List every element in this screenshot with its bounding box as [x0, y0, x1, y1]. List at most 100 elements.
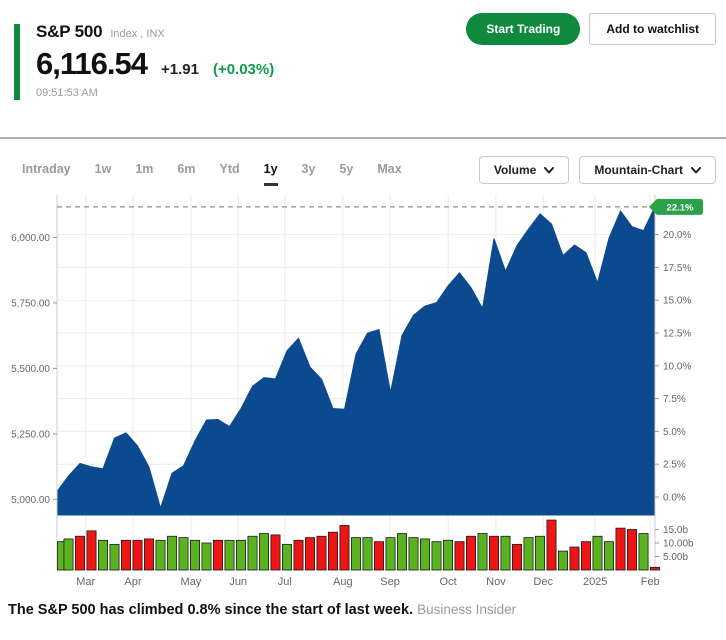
volume-bar[interactable]	[178, 537, 189, 571]
tab-1m[interactable]: 1m	[135, 162, 154, 176]
volume-bar[interactable]	[316, 535, 327, 571]
volume-bar[interactable]	[558, 550, 569, 571]
volume-bar[interactable]	[339, 525, 350, 571]
volume-bar[interactable]	[488, 535, 499, 571]
caption-source: Business Insider	[417, 602, 517, 617]
volume-bar[interactable]	[615, 527, 626, 571]
chart-type-dropdown[interactable]: Mountain-Chart	[579, 156, 716, 184]
month-label: Mar	[76, 576, 95, 588]
price-axis-label: 6,000.00	[11, 233, 50, 244]
volume-bar[interactable]	[535, 535, 546, 571]
volume-bar[interactable]	[270, 534, 281, 571]
price-chart-svg[interactable]: 6,000.00 5,750.00 5,500.00 5,250.00 5,000.00…	[0, 188, 726, 592]
price-value: 6,116.54	[36, 46, 148, 81]
percent-axis-label: 0.0%	[663, 493, 686, 504]
volume-bar[interactable]	[581, 541, 592, 571]
volume-bar[interactable]	[247, 535, 258, 571]
volume-bar[interactable]	[293, 539, 304, 571]
volume-axis-label: 15.0b	[663, 525, 688, 536]
volume-bar[interactable]	[638, 533, 649, 571]
chevron-down-icon	[544, 166, 555, 173]
volume-bar[interactable]	[121, 539, 132, 571]
instrument-title: S&P 500	[36, 22, 103, 41]
add-to-watchlist-button[interactable]: Add to watchlist	[589, 13, 716, 45]
volume-bar[interactable]	[212, 539, 223, 571]
volume-bar[interactable]	[143, 538, 154, 571]
volume-bar[interactable]	[132, 539, 143, 571]
volume-bar[interactable]	[258, 533, 269, 571]
accent-bar	[14, 24, 20, 100]
volume-bar[interactable]	[327, 531, 338, 571]
volume-bar[interactable]	[569, 546, 580, 571]
volume-bar[interactable]	[604, 541, 615, 571]
volume-bar[interactable]	[627, 529, 638, 571]
volume-bar[interactable]	[419, 538, 430, 571]
volume-bar[interactable]	[201, 542, 212, 571]
volume-bar[interactable]	[477, 533, 488, 571]
percent-axis-label: 7.5%	[663, 394, 686, 405]
volume-bar[interactable]	[281, 543, 292, 571]
tab-1w[interactable]: 1w	[94, 162, 112, 176]
month-label: Sep	[380, 576, 400, 588]
month-label: Apr	[124, 576, 141, 588]
volume-bar[interactable]	[189, 539, 200, 571]
volume-dropdown[interactable]: Volume	[478, 156, 570, 184]
volume-bar[interactable]	[385, 537, 396, 571]
start-trading-button[interactable]: Start Trading	[466, 13, 581, 45]
volume-bar[interactable]	[166, 535, 177, 571]
volume-bar[interactable]	[63, 538, 74, 571]
volume-bar[interactable]	[454, 541, 465, 571]
volume-bar[interactable]	[155, 539, 166, 571]
volume-bar[interactable]	[224, 539, 235, 571]
caption: The S&P 500 has climbed 0.8% since the s…	[8, 602, 718, 618]
volume-bar[interactable]	[373, 541, 384, 571]
volume-bar[interactable]	[86, 530, 97, 571]
volume-bar[interactable]	[75, 535, 86, 571]
volume-bar[interactable]	[465, 535, 476, 571]
percent-axis-label: 20.0%	[663, 230, 691, 241]
volume-bar[interactable]	[109, 543, 120, 571]
tab-3y[interactable]: 3y	[301, 162, 316, 176]
tab-ytd[interactable]: Ytd	[219, 162, 240, 176]
volume-bar[interactable]	[592, 535, 603, 571]
tab-intraday[interactable]: Intraday	[22, 162, 71, 176]
chevron-down-icon	[691, 166, 701, 173]
tab-1y[interactable]: 1y	[263, 162, 278, 186]
tab-6m[interactable]: 6m	[177, 162, 196, 176]
volume-bar[interactable]	[431, 541, 442, 571]
volume-bar[interactable]	[396, 533, 407, 571]
chart-toolbar: Intraday 1w 1m 6m Ytd 1y 3y 5y Max Volum…	[0, 156, 726, 192]
volume-bar[interactable]	[512, 543, 523, 571]
volume-bar[interactable]	[362, 537, 373, 571]
month-label: Nov	[486, 576, 506, 588]
percent-axis-label: 17.5%	[663, 263, 691, 274]
percent-axis-label: 2.5%	[663, 460, 686, 471]
month-label: Feb	[641, 576, 660, 588]
price-axis-label: 5,750.00	[11, 298, 50, 309]
instrument-header: S&P 500 Index , INX 6,116.54 +1.91 (+0.0…	[14, 10, 716, 110]
current-value-badge-label: 22.1%	[667, 202, 694, 213]
volume-bar[interactable]	[304, 537, 315, 571]
price-area[interactable]	[56, 206, 656, 516]
price-axis-label: 5,500.00	[11, 364, 50, 375]
percent-axis-label: 12.5%	[663, 329, 691, 340]
volume-bar[interactable]	[523, 537, 534, 571]
volume-bar[interactable]	[98, 539, 109, 571]
volume-bar[interactable]	[408, 537, 419, 571]
volume-bar[interactable]	[650, 566, 661, 571]
volume-bar[interactable]	[546, 519, 557, 571]
current-value-badge	[649, 198, 703, 215]
volume-bar[interactable]	[350, 537, 361, 571]
volume-bar[interactable]	[442, 539, 453, 571]
month-label: Jun	[229, 576, 247, 588]
price-axis-label: 5,250.00	[11, 429, 50, 440]
volume-bar[interactable]	[235, 539, 246, 571]
tab-5y[interactable]: 5y	[339, 162, 354, 176]
tab-max[interactable]: Max	[377, 162, 402, 176]
month-label: Oct	[440, 576, 457, 588]
volume-bar[interactable]	[500, 535, 511, 571]
month-label: Jul	[278, 576, 292, 588]
title-block: S&P 500 Index , INX 6,116.54 +1.91 (+0.0…	[36, 22, 274, 99]
chart-type-dropdown-label: Mountain-Chart	[594, 163, 683, 177]
